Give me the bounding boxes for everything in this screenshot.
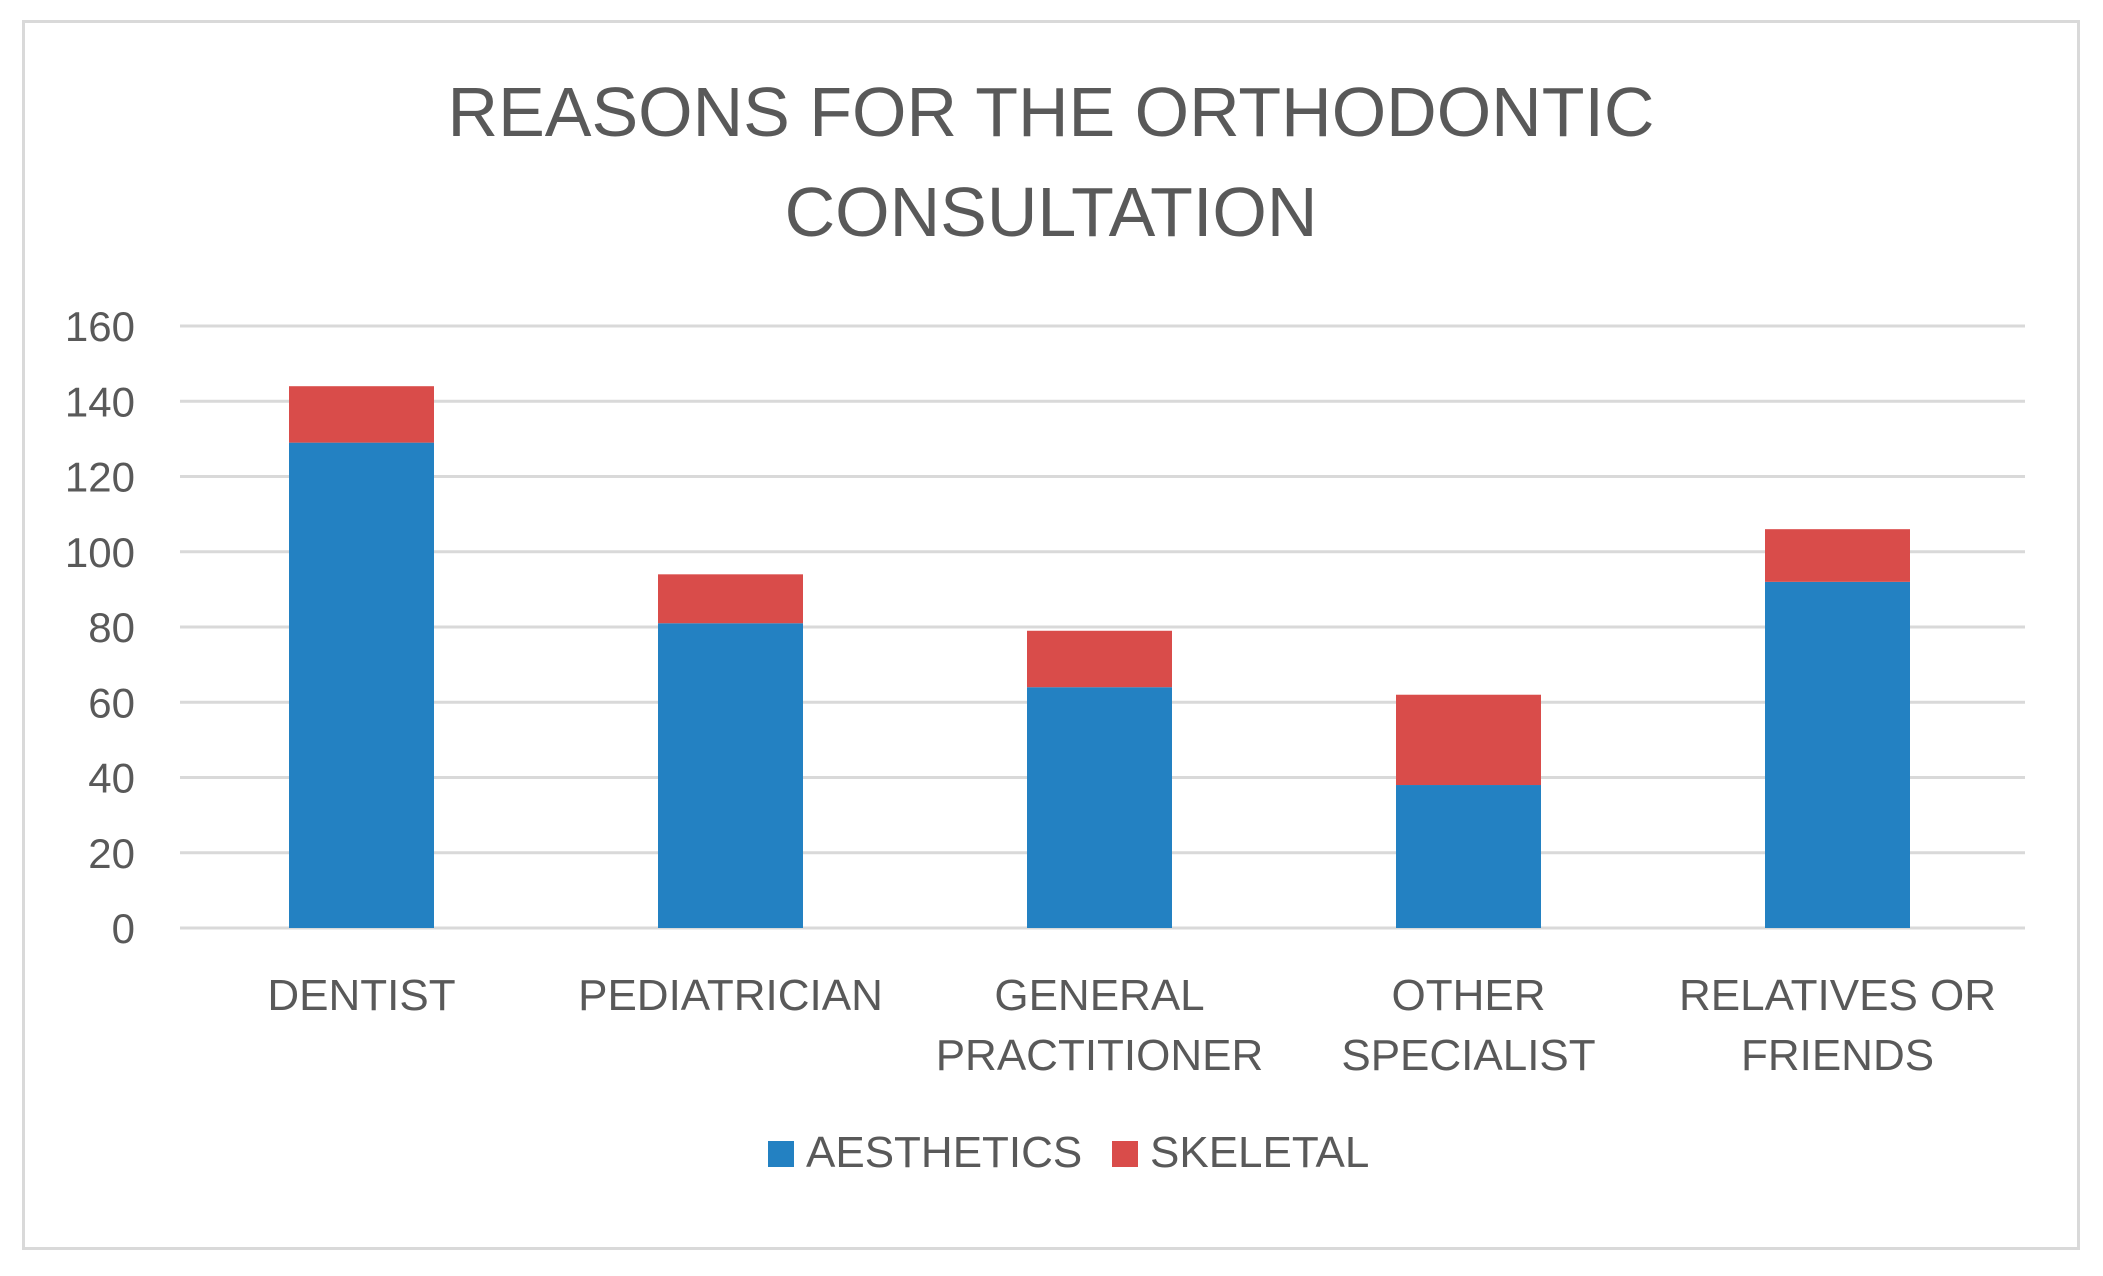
bar-aesthetics-2 <box>1027 687 1172 928</box>
x-category-label: RELATIVES OR <box>1679 971 1996 1020</box>
x-category-label: GENERAL <box>994 971 1204 1020</box>
y-tick-label: 160 <box>65 303 135 350</box>
bar-skeletal-0 <box>289 386 434 443</box>
x-category-label: PRACTITIONER <box>936 1031 1264 1080</box>
legend-swatch-skeletal <box>1112 1141 1138 1167</box>
bar-skeletal-3 <box>1396 694 1541 786</box>
legend-label-skeletal: SKELETAL <box>1150 1128 1369 1177</box>
bar-aesthetics-3 <box>1396 785 1541 928</box>
y-tick-label: 140 <box>65 378 135 425</box>
bar-skeletal-1 <box>658 574 803 624</box>
bar-aesthetics-1 <box>658 623 803 928</box>
x-axis-category-labels: DENTIST PEDIATRICIAN GENERAL PRACTITIONER OT… <box>267 971 1996 1080</box>
bar-skeletal-2 <box>1027 630 1172 688</box>
y-tick-label: 0 <box>112 905 135 952</box>
legend-label-aesthetics: AESTHETICS <box>806 1128 1082 1177</box>
bar-aesthetics-4 <box>1765 581 1910 928</box>
y-tick-label: 60 <box>88 679 135 726</box>
y-tick-label: 80 <box>88 604 135 651</box>
y-tick-label: 40 <box>88 755 135 802</box>
x-category-label: FRIENDS <box>1741 1031 1934 1080</box>
bars <box>289 386 1910 928</box>
bar-aesthetics-0 <box>289 442 434 928</box>
y-axis-tick-labels: 0 20 40 60 80 100 120 140 160 <box>65 303 135 952</box>
chart-title: REASONS FOR THE ORTHODONTIC CONSULTATION <box>448 73 1655 251</box>
x-category-label: PEDIATRICIAN <box>578 971 883 1020</box>
x-category-label: SPECIALIST <box>1341 1031 1595 1080</box>
legend: AESTHETICS SKELETAL <box>768 1128 1369 1177</box>
y-tick-label: 20 <box>88 830 135 877</box>
legend-swatch-aesthetics <box>768 1141 794 1167</box>
x-category-label: OTHER <box>1392 971 1546 1020</box>
y-tick-label: 120 <box>65 454 135 501</box>
chart-title-line-1: REASONS FOR THE ORTHODONTIC <box>448 73 1655 151</box>
x-category-label: DENTIST <box>267 971 455 1020</box>
y-tick-label: 100 <box>65 529 135 576</box>
bar-skeletal-4 <box>1765 529 1910 582</box>
chart-title-line-2: CONSULTATION <box>785 173 1318 251</box>
gridlines <box>180 324 2025 930</box>
